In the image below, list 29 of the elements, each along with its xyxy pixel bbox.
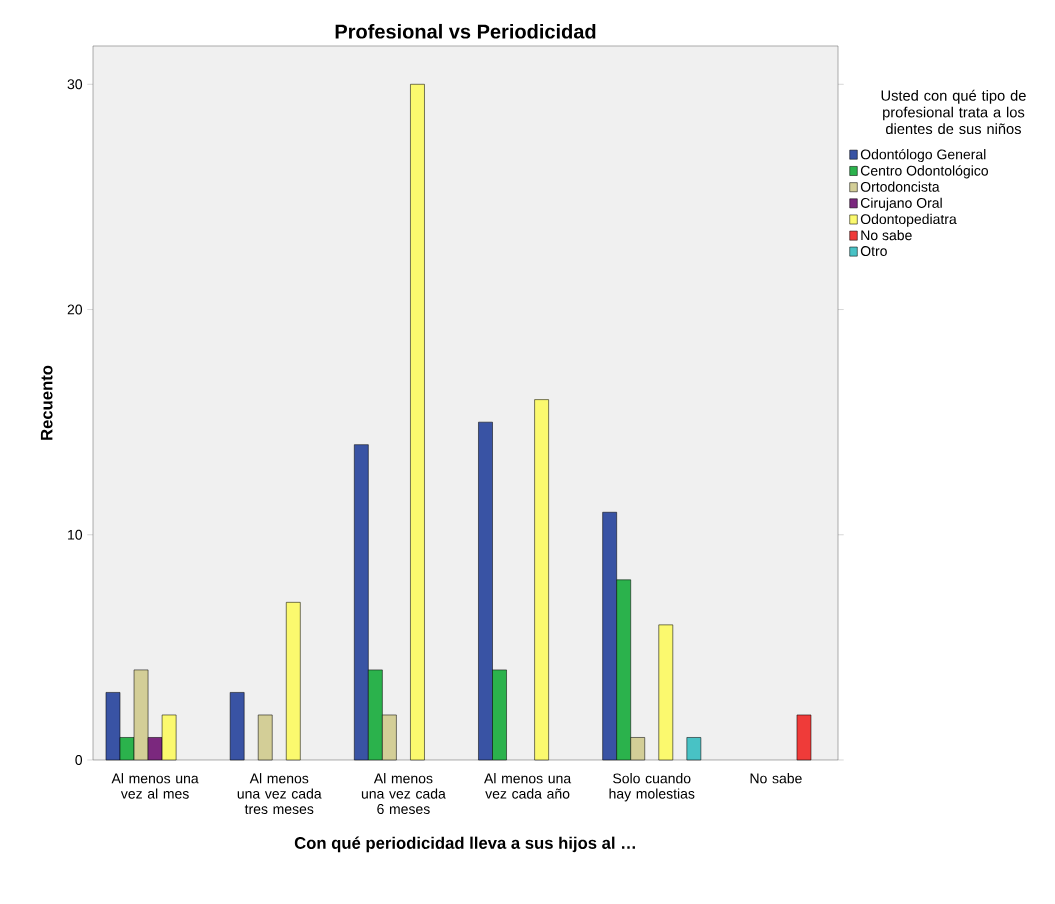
legend-label: Centro Odontológico — [860, 165, 989, 179]
bar — [534, 399, 549, 761]
bar — [229, 692, 245, 761]
bar — [686, 737, 702, 761]
x-tick-label: No sabe — [750, 773, 802, 784]
bar — [257, 714, 273, 761]
legend-label: Odontopediatra — [860, 213, 957, 227]
y-tick-label: 0 — [75, 755, 83, 765]
bar — [796, 714, 812, 761]
bar — [410, 84, 425, 761]
legend-label: No sabe — [861, 229, 912, 241]
legend-label: Otro — [860, 246, 887, 257]
y-axis-title: Recuento — [40, 365, 53, 440]
x-tick-label: Al menos una vez cada tres meses — [237, 773, 322, 815]
y-tick-label: 10 — [68, 529, 83, 540]
y-tick-label: 30 — [67, 79, 83, 90]
bar — [286, 602, 301, 761]
chart-title: Profesional vs Periodicidad — [335, 23, 596, 39]
legend-label: Cirujano Oral — [860, 197, 942, 211]
x-tick-label: Al menos una vez cada año — [484, 773, 572, 799]
x-tick-label: Al menos una vez al mes — [111, 773, 199, 799]
legend-label: Odontólogo General — [860, 148, 986, 163]
x-axis-title: Con qué periodicidad lleva a sus hijos al … — [294, 836, 635, 853]
y-tick-label: 20 — [67, 304, 83, 315]
bar — [658, 624, 674, 761]
x-tick-label: Al menos una vez cada 6 meses — [361, 773, 446, 815]
legend-label: Ortodoncista — [860, 181, 940, 192]
x-tick-label: Solo cuando hay molestias — [609, 773, 695, 802]
legend-title: Usted con qué tipo de profesional trata a los dientes de sus niños — [881, 89, 1026, 135]
